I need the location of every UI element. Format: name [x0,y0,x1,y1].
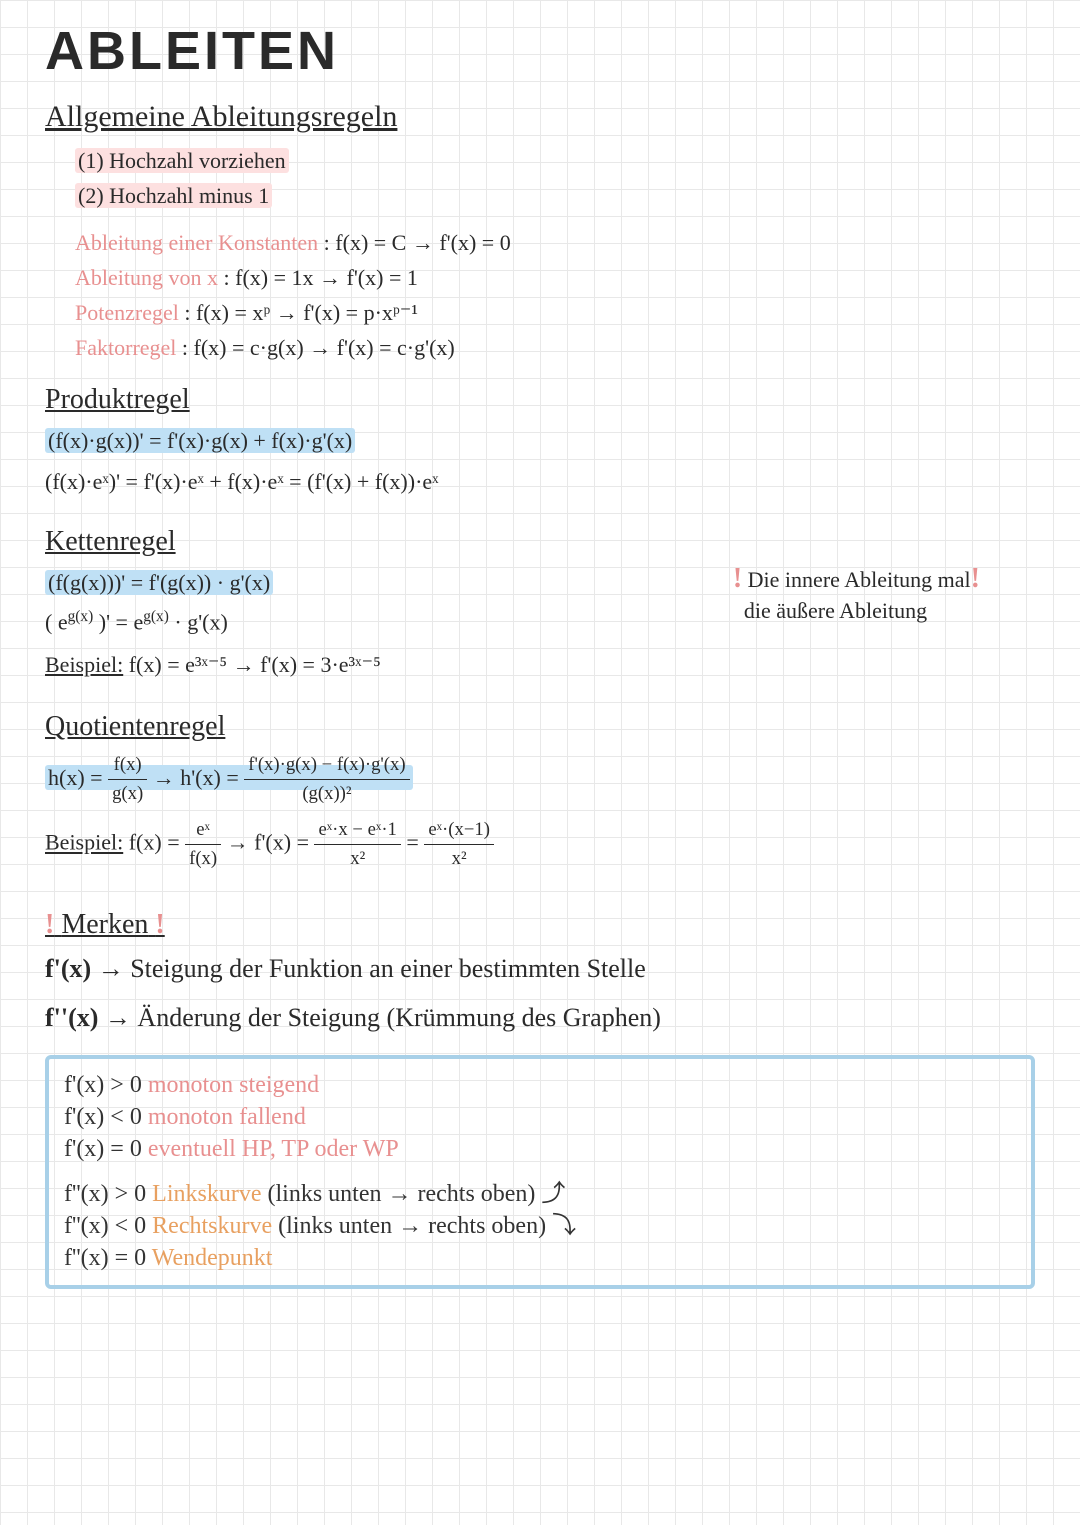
quot-arrow: → h'(x) = [153,765,245,790]
quot-frac2: f'(x)·g(x) − f(x)·g'(x)(g(x))² [244,751,409,808]
ketten-eq2-sup2: g(x) [143,608,169,625]
page-title: ABLEITEN [45,20,1035,82]
ketten-note-l2: die äußere Ableitung [744,598,927,623]
cond-2c: f'(x) < 0 [64,1104,142,1130]
summary-box: f'(x) > 0 monoton steigend f'(x) < 0 mon… [45,1055,1035,1289]
quot-frac1: f(x)g(x) [108,751,147,808]
quot-bsp-f1: eˣf(x) [185,816,221,873]
quot-beispiel: Beispiel: f(x) = eˣf(x) → f'(x) = eˣ·x −… [45,816,1035,873]
const-label: Ableitung einer Konstanten [75,230,318,255]
quot-bsp-f1n: eˣ [185,816,221,845]
x-rule: Ableitung von x : f(x) = 1x → f'(x) = 1 [75,261,1035,294]
ketten-eq1-text: (f(g(x)))' = f'(g(x)) · g'(x) [45,570,273,595]
cond-4t: Linkskurve [146,1181,261,1207]
cond-3t: eventuell HP, TP oder WP [142,1136,399,1162]
quot-bsp-f3: eˣ·(x−1)x² [424,816,494,873]
cond-2t: monoton fallend [142,1104,306,1130]
quot-bsp-f3n: eˣ·(x−1) [424,816,494,845]
produkt-eq1: (f(x)·g(x))' = f'(x)·g(x) + f(x)·g'(x) [45,424,1035,457]
produkt-eq1-text: (f(x)·g(x))' = f'(x)·g(x) + f(x)·g'(x) [45,428,355,453]
quot-bsp-arrow: → f'(x) = [227,830,315,855]
x-label: Ableitung von x [75,265,218,290]
pot-label: Potenzregel [75,300,179,325]
cond-3c: f'(x) = 0 [64,1136,142,1162]
section-general-rules: Allgemeine Ableitungsregeln [45,100,1035,134]
merken-l2b: → Änderung der Steigung (Krümmung des Gr… [98,1003,661,1032]
merken-l1b: → Steigung der Funktion an einer bestimm… [91,954,646,983]
quot-bsp-lhs: f(x) = [129,830,185,855]
section-quotientenregel: Quotientenregel [45,711,1035,743]
quot-f1n: f(x) [108,751,147,780]
merken-l2: f''(x) → Änderung der Steigung (Krümmung… [45,998,1035,1037]
potenz-rule: Potenzregel : f(x) = xᵖ → f'(x) = p·xᵖ⁻¹ [75,296,1035,329]
ketten-bsp-label: Beispiel: [45,652,123,677]
faktor-rule: Faktorregel : f(x) = c·g(x) → f'(x) = c·… [75,331,1035,364]
cond-6: f''(x) = 0 Wendepunkt [64,1242,1016,1274]
quot-bsp-f1d: f(x) [185,845,221,873]
ketten-eq2-c: · g'(x) [169,609,228,634]
ketten-eq2-b: )' = e [93,609,143,634]
cond-4n: (links unten → rechts oben) ⤴ [261,1181,565,1207]
section-kettenregel: Kettenregel [45,526,1035,558]
cond-1c: f'(x) > 0 [64,1072,142,1098]
const-eq: f(x) = C → f'(x) = 0 [335,230,510,255]
quot-f2n: f'(x)·g(x) − f(x)·g'(x) [244,751,409,780]
cond-1t: monoton steigend [142,1072,319,1098]
cond-2: f'(x) < 0 monoton fallend [64,1101,1016,1133]
quot-bsp-f2d: x² [314,845,400,873]
cond-3: f'(x) = 0 eventuell HP, TP oder WP [64,1133,1016,1165]
rule-2: (2) Hochzahl minus 1 [75,179,1035,212]
ketten-eq2-a: ( e [45,609,68,634]
excl-icon: ! [733,563,742,594]
merken-l1: f'(x) → Steigung der Funktion an einer b… [45,949,1035,988]
merken-heading: Merken [61,909,148,940]
cond-5c: f''(x) < 0 [64,1213,146,1239]
rule-1-text: (1) Hochzahl vorziehen [75,148,289,173]
section-merken: ! Merken ! [45,909,1035,941]
ketten-note: ! Die innere Ableitung mal! die äußere A… [733,561,980,626]
x-eq: f(x) = 1x → f'(x) = 1 [235,265,418,290]
rule-1: (1) Hochzahl vorziehen [75,144,1035,177]
merken-l2a: f''(x) [45,1003,98,1032]
cond-5: f''(x) < 0 Rechtskurve (links unten → re… [64,1210,1016,1242]
quot-eq-hl: h(x) = f(x)g(x) → h'(x) = f'(x)·g(x) − f… [45,765,413,790]
quot-bsp-f3d: x² [424,845,494,873]
quot-eq: h(x) = f(x)g(x) → h'(x) = f'(x)·g(x) − f… [45,751,1035,808]
section-produktregel: Produktregel [45,384,1035,416]
quot-bsp-label: Beispiel: [45,830,123,855]
cond-6c: f''(x) = 0 [64,1245,146,1271]
ketten-beispiel: Beispiel: f(x) = e³ˣ⁻⁵ → f'(x) = 3·e³ˣ⁻⁵ [45,648,1035,681]
cond-4c: f''(x) > 0 [64,1181,146,1207]
excl-icon: ! [155,909,164,940]
fak-label: Faktorregel [75,335,176,360]
ketten-bsp-eq: f(x) = e³ˣ⁻⁵ → f'(x) = 3·e³ˣ⁻⁵ [129,652,381,677]
const-rule: Ableitung einer Konstanten : f(x) = C → … [75,226,1035,259]
quot-bsp-eq: = [406,830,424,855]
cond-5n: (links unten → rechts oben) ⤵ [272,1213,576,1239]
fak-eq: f(x) = c·g(x) → f'(x) = c·g'(x) [194,335,455,360]
quot-bsp-f2n: eˣ·x − eˣ·1 [314,816,400,845]
quot-f2d: (g(x))² [244,780,409,808]
produkt-eq2: (f(x)·eˣ)' = f'(x)·eˣ + f(x)·eˣ = (f'(x)… [45,465,1035,498]
excl-icon: ! [45,909,54,940]
rule-2-text: (2) Hochzahl minus 1 [75,183,272,208]
quot-lhs: h(x) = [48,765,108,790]
merken-l1a: f'(x) [45,954,91,983]
quot-f1d: g(x) [108,780,147,808]
excl-icon: ! [971,563,980,594]
cond-4: f''(x) > 0 Linkskurve (links unten → rec… [64,1178,1016,1210]
pot-eq: f(x) = xᵖ → f'(x) = p·xᵖ⁻¹ [196,300,418,325]
cond-5t: Rechtskurve [146,1213,272,1239]
ketten-note-l1: Die innere Ableitung mal [748,567,971,592]
cond-1: f'(x) > 0 monoton steigend [64,1069,1016,1101]
ketten-eq2-sup1: g(x) [68,608,94,625]
quot-bsp-f2: eˣ·x − eˣ·1x² [314,816,400,873]
cond-6t: Wendepunkt [146,1245,272,1271]
